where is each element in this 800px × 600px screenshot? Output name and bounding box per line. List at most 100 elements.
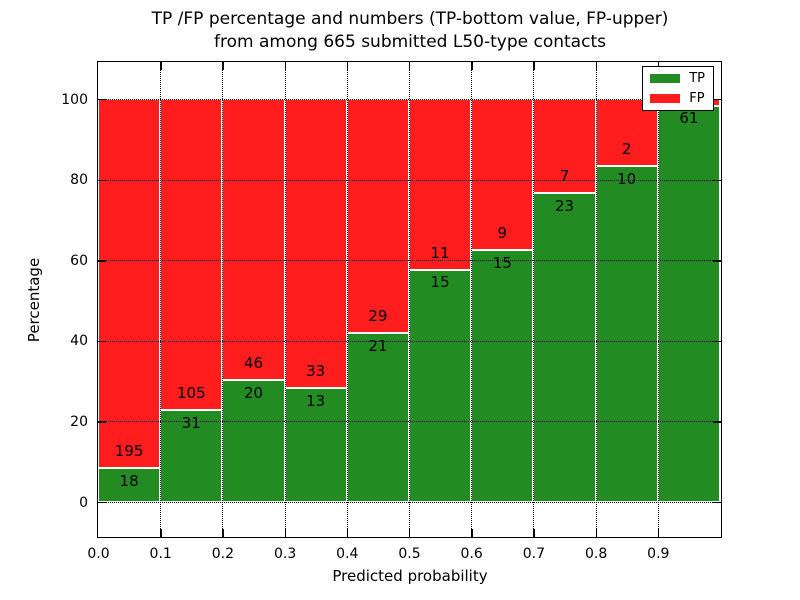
tick-right-80 xyxy=(713,179,721,181)
label-fp-0.2-0.3: 46 xyxy=(243,353,264,372)
label-tp-0.5-0.6: 15 xyxy=(430,273,450,292)
label-tp-0.2-0.3: 20 xyxy=(243,383,264,402)
gridline-x-0.2 xyxy=(222,62,224,537)
bar-tp-0.0-0.1 xyxy=(98,467,161,502)
legend-entry-tp: TP xyxy=(650,72,705,85)
legend-swatch-fp xyxy=(650,94,681,103)
y-axis-label: Percentage xyxy=(25,257,43,343)
label-fp-0.7-0.8: 7 xyxy=(559,167,570,186)
gridline-x-0.3 xyxy=(284,62,286,537)
gridline-x-0.5 xyxy=(409,62,410,537)
tick-bottom-0.9 xyxy=(657,529,660,537)
tick-top-0.7 xyxy=(533,62,535,70)
gridline-x-0.8 xyxy=(595,62,597,537)
tick-top-0.3 xyxy=(284,62,286,70)
tick-left-100 xyxy=(98,99,106,101)
tick-bottom-0.5 xyxy=(409,529,411,537)
xtick-label-0.0: 0.0 xyxy=(87,546,110,562)
bar-tp-0.9-1.0 xyxy=(657,105,720,502)
ytick-label-20: 20 xyxy=(70,413,88,430)
label-tp-0.9-1.0: 61 xyxy=(679,109,699,128)
chart-title-line-1: TP /FP percentage and numbers (TP-bottom… xyxy=(151,9,669,29)
label-fp-0.8-0.9: 2 xyxy=(621,140,632,159)
plot-area: 19518105314620331329211115915723210161 T… xyxy=(97,61,722,538)
xtick-label-0.4: 0.4 xyxy=(336,546,359,562)
tick-top-0.6 xyxy=(471,62,473,70)
gridline-y-40 xyxy=(98,340,721,342)
gridline-y-60 xyxy=(98,260,721,262)
label-tp-0.3-0.4: 13 xyxy=(306,392,326,410)
label-fp-0.3-0.4: 33 xyxy=(306,362,326,381)
gridline-x-0.7 xyxy=(533,62,535,537)
ytick-label-40: 40 xyxy=(70,333,88,350)
gridline-y-100 xyxy=(98,99,721,100)
gridline-x-0.6 xyxy=(471,62,473,537)
xtick-label-0.6: 0.6 xyxy=(460,546,483,562)
label-tp-0.1-0.2: 31 xyxy=(181,414,201,433)
label-fp-0.1-0.2: 105 xyxy=(176,384,206,403)
legend-swatch-tp xyxy=(650,74,681,83)
bar-fp-0.4-0.5 xyxy=(346,99,409,333)
label-tp-0.8-0.9: 10 xyxy=(617,170,637,189)
bar-fp-0.0-0.1 xyxy=(98,99,161,468)
bar-tp-0.1-0.2 xyxy=(160,410,223,502)
bar-tp-0.3-0.4 xyxy=(284,388,347,502)
xtick-label-0.5: 0.5 xyxy=(398,546,421,562)
legend-label-tp: TP xyxy=(689,71,705,86)
xtick-label-0.2: 0.2 xyxy=(211,546,235,562)
bar-tp-0.8-0.9 xyxy=(595,166,658,502)
gridline-x-0.1 xyxy=(160,62,162,537)
xtick-label-0.1: 0.1 xyxy=(149,546,172,562)
tick-bottom-0.4 xyxy=(346,529,349,537)
tick-bottom-0.2 xyxy=(222,529,224,537)
gridline-y-0 xyxy=(98,502,721,503)
tick-right-100 xyxy=(713,99,721,101)
plot-inner: 19518105314620331329211115915723210161 xyxy=(98,62,721,537)
xtick-label-0.3: 0.3 xyxy=(273,546,297,562)
tick-bottom-0.6 xyxy=(471,529,473,537)
label-fp-0.5-0.6: 11 xyxy=(430,243,450,262)
tick-top-0.1 xyxy=(160,62,162,70)
tick-bottom-0.8 xyxy=(595,529,597,537)
xtick-label-0.9: 0.9 xyxy=(647,546,670,562)
tick-left-0 xyxy=(98,502,106,504)
bar-tp-0.7-0.8 xyxy=(533,193,596,502)
label-tp-0.0-0.1: 18 xyxy=(119,471,139,490)
tick-top-0.8 xyxy=(595,62,597,70)
tick-top-0.5 xyxy=(409,62,411,70)
label-tp-0.4-0.5: 21 xyxy=(368,336,388,355)
tick-top-0.2 xyxy=(222,62,224,70)
gridline-y-80 xyxy=(98,179,721,181)
bar-tp-0.6-0.7 xyxy=(471,250,534,502)
label-fp-0.0-0.1: 195 xyxy=(114,442,144,461)
chart-title-line-2: from among 665 submitted L50-type contac… xyxy=(214,32,606,52)
xtick-label-0.7: 0.7 xyxy=(522,546,546,562)
ytick-label-60: 60 xyxy=(70,252,88,269)
ytick-label-100: 100 xyxy=(61,91,88,108)
ytick-label-0: 0 xyxy=(79,494,88,511)
tick-top-0.4 xyxy=(346,62,349,70)
label-fp-0.6-0.7: 9 xyxy=(497,224,508,243)
tick-left-20 xyxy=(98,421,106,423)
xtick-label-0.8: 0.8 xyxy=(584,546,608,562)
ytick-label-80: 80 xyxy=(70,172,88,189)
bar-fp-0.3-0.4 xyxy=(284,99,347,389)
gridline-x-0.4 xyxy=(346,62,348,537)
gridline-y-20 xyxy=(98,421,721,423)
label-fp-0.4-0.5: 29 xyxy=(368,306,388,325)
tick-right-20 xyxy=(713,421,721,423)
gridline-x-0.9 xyxy=(657,62,659,537)
tick-right-60 xyxy=(713,260,721,262)
tick-left-80 xyxy=(98,179,106,181)
tick-bottom-0.7 xyxy=(533,529,535,537)
legend: TP FP xyxy=(642,66,714,111)
tick-right-0 xyxy=(713,502,721,504)
x-axis-label: Predicted probability xyxy=(332,567,488,585)
bar-fp-0.2-0.3 xyxy=(222,99,285,380)
tick-bottom-0.1 xyxy=(160,529,162,537)
tick-bottom-0.3 xyxy=(284,529,286,537)
tick-left-60 xyxy=(98,260,106,262)
bar-tp-0.5-0.6 xyxy=(409,269,472,502)
legend-entry-fp: FP xyxy=(650,92,705,105)
